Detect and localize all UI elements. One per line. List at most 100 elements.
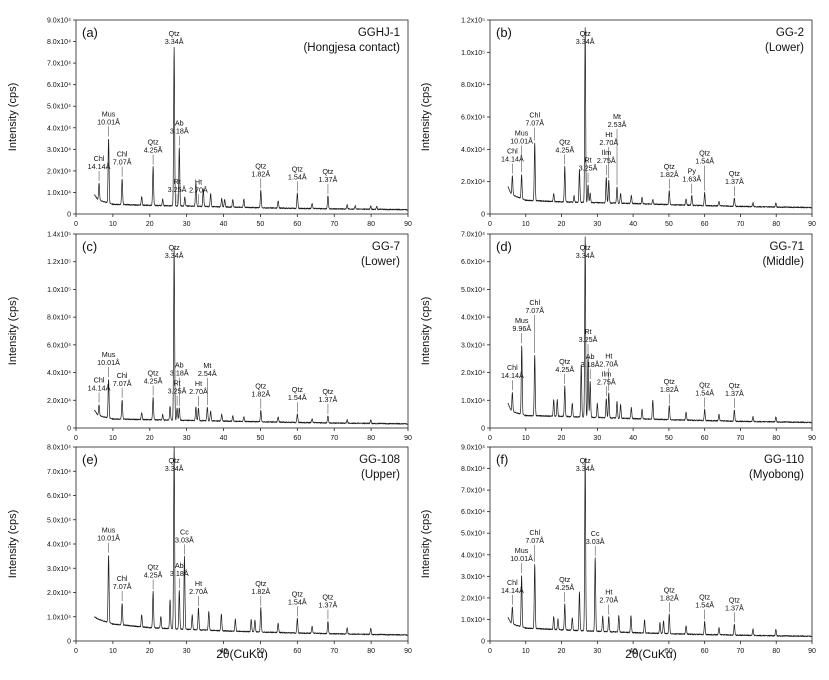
peak-d-spacing: 1.54Å <box>288 172 307 181</box>
peak-d-spacing: 7.07Å <box>113 379 132 388</box>
peak-mineral: Qtz <box>255 579 267 588</box>
x-tick-label: 0 <box>74 648 78 655</box>
y-tick-label: 6.0x10⁴ <box>461 259 485 266</box>
panel-label: (a) <box>82 25 98 40</box>
y-tick-label: 3.0x10⁴ <box>461 574 485 581</box>
peak-mineral: Qtz <box>169 456 181 465</box>
y-tick-label: 6.0x10⁴ <box>47 493 71 500</box>
y-tick-label: 1.2x10⁵ <box>47 259 71 266</box>
peak-d-spacing: 3.03Å <box>586 537 605 546</box>
x-tick-label: 50 <box>665 648 673 655</box>
peak-annotation: Cc3.03Å <box>586 529 605 556</box>
y-tick-label: 1.0x10⁴ <box>47 190 71 197</box>
peak-mineral: Qtz <box>729 381 741 390</box>
y-tick-label: 1.2x10⁵ <box>461 18 485 25</box>
panel-c: 0 10 20 30 40 50 60 70 80 90 0 2.0x10⁴ 4.0x10⁴ 6.0x10… <box>7 232 412 443</box>
y-tick-label: 1.0x10⁵ <box>461 50 485 57</box>
y-tick-label: 1.0x10⁴ <box>47 614 71 621</box>
x-tick-label: 10 <box>522 435 530 442</box>
peak-d-spacing: 1.82Å <box>660 593 679 602</box>
y-tick-label: 0 <box>481 212 485 219</box>
x-tick-label: 50 <box>257 435 265 442</box>
x-tick-label: 0 <box>74 221 78 228</box>
x-tick-label: 90 <box>404 435 412 442</box>
peak-mineral: Chl <box>529 111 540 120</box>
y-axis-title: Intensity (cps) <box>420 297 432 365</box>
peak-d-spacing: 1.37Å <box>725 389 744 398</box>
peak-d-spacing: 3.34Å <box>576 37 595 46</box>
x-axis-title: 2θ(CuKα) <box>216 647 268 661</box>
peak-mineral: Qtz <box>148 138 160 147</box>
peak-d-spacing: 2.70Å <box>189 387 208 396</box>
peak-mineral: Ilm <box>601 369 611 378</box>
y-tick-label: 2.0x10⁴ <box>461 179 485 186</box>
panel-label: (c) <box>82 239 97 254</box>
x-tick-label: 30 <box>183 221 191 228</box>
peak-d-spacing: 10.01Å <box>97 358 120 367</box>
x-tick-label: 0 <box>488 221 492 228</box>
x-tick-label: 10 <box>522 648 530 655</box>
x-tick-label: 70 <box>737 221 745 228</box>
peak-annotation: Ht2.70Å <box>189 579 208 607</box>
peak-d-spacing: 14.14Å <box>501 586 524 595</box>
peak-d-spacing: 3.03Å <box>175 536 194 545</box>
peak-d-spacing: 9.96Å <box>512 324 531 333</box>
panel-label: (b) <box>496 25 512 40</box>
panel-e: 0 10 20 30 40 50 60 70 80 90 0 1.0x10⁴ 2.0x10⁴ 3.0x10… <box>7 445 412 662</box>
peak-d-spacing: 1.37Å <box>319 600 338 609</box>
y-tick-label: 7.0x10⁴ <box>461 232 485 239</box>
peak-mineral: Rt <box>173 177 180 186</box>
peak-d-spacing: 2.54Å <box>198 369 217 378</box>
peak-mineral: Ab <box>175 361 184 370</box>
peak-d-spacing: 7.07Å <box>525 536 544 545</box>
y-axis-title: Intensity (cps) <box>7 83 19 151</box>
x-tick-label: 40 <box>629 221 637 228</box>
peak-annotation: Ab3.18Å <box>170 561 189 589</box>
peak-annotation: Ht2.70Å <box>599 130 618 179</box>
peak-d-spacing: 3.34Å <box>576 251 595 260</box>
peak-mineral: Qtz <box>559 357 571 366</box>
peak-mineral: Ab <box>586 352 595 361</box>
peak-d-spacing: 2.70Å <box>189 185 208 194</box>
x-tick-label: 50 <box>665 221 673 228</box>
peak-mineral: Qtz <box>148 562 160 571</box>
x-tick-label: 60 <box>293 221 301 228</box>
peak-mineral: Chl <box>507 578 518 587</box>
peak-d-spacing: 3.18Å <box>170 127 189 136</box>
y-axis-title: Intensity (cps) <box>420 83 432 151</box>
peak-d-spacing: 1.54Å <box>288 393 307 402</box>
xrd-pattern-line <box>94 247 409 425</box>
peak-d-spacing: 1.37Å <box>725 603 744 612</box>
peak-annotation: Ab3.18Å <box>170 119 189 146</box>
peak-d-spacing: 2.75Å <box>597 377 616 386</box>
peak-annotation: Ht2.70Å <box>599 588 618 615</box>
y-tick-label: 4.0x10⁴ <box>47 125 71 132</box>
x-tick-label: 10 <box>522 221 530 228</box>
y-tick-label: 2.0x10⁴ <box>461 595 485 602</box>
y-tick-label: 1.0x10⁵ <box>47 287 71 294</box>
y-tick-label: 4.0x10⁴ <box>461 315 485 322</box>
plot-frame <box>75 233 409 429</box>
x-tick-label: 20 <box>558 435 566 442</box>
peak-d-spacing: 7.07Å <box>113 582 132 591</box>
peak-d-spacing: 7.07Å <box>525 119 544 128</box>
x-tick-label: 50 <box>665 435 673 442</box>
peak-d-spacing: 2.70Å <box>189 587 208 596</box>
peak-mineral: Py <box>688 167 697 176</box>
